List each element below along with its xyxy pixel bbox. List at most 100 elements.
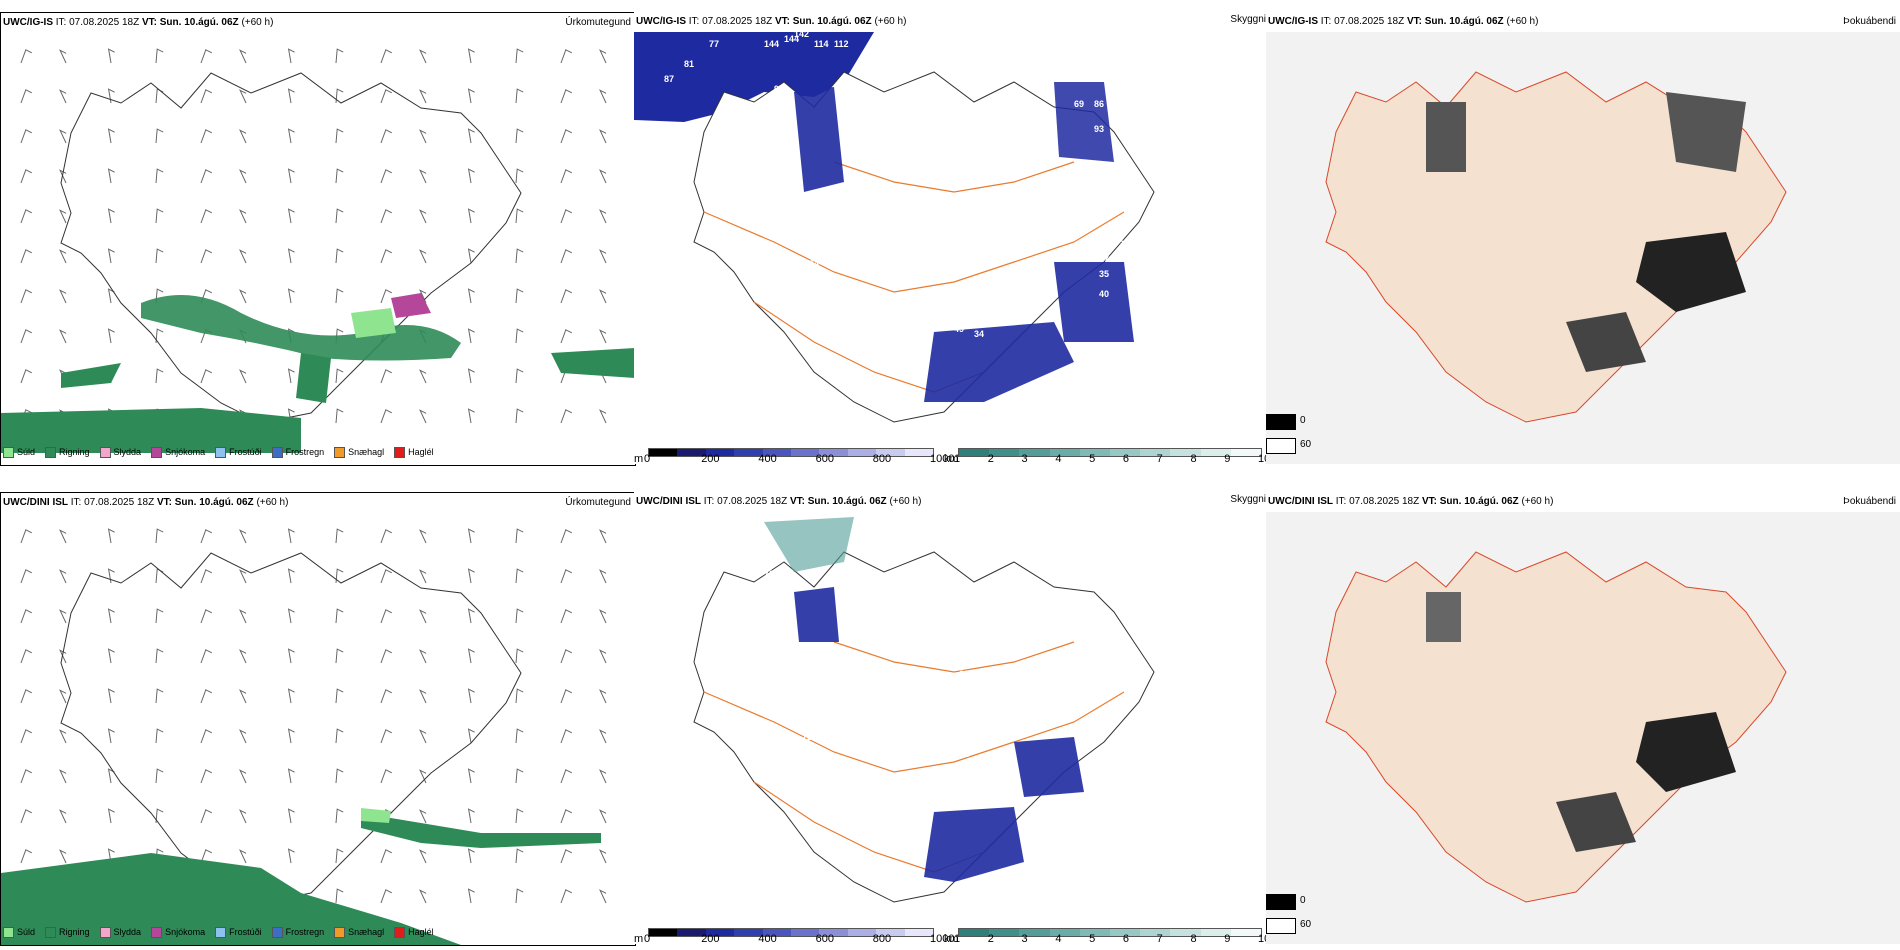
vis-value-label: 112 [834, 39, 849, 49]
fog-legend: 0 60 [1266, 412, 1326, 462]
wind-barb [20, 569, 33, 584]
lead-time: (+60 h) [874, 16, 907, 27]
wind-barb [599, 289, 607, 304]
wind-barb [467, 728, 475, 744]
scale-tick-label: 7 [1156, 453, 1163, 464]
wind-barb [560, 609, 573, 624]
drizzle-area [361, 808, 391, 823]
wind-barb [20, 609, 33, 624]
rain-area-bottom [1, 408, 301, 453]
bottom-right-fog-panel: UWC/DINI ISL IT: 07.08.2025 18Z VT: Sun.… [1266, 492, 1900, 944]
lead-time: (+60 h) [1506, 16, 1539, 27]
scale-tick-label: 5 [1089, 453, 1096, 464]
vt-label: VT: [789, 496, 805, 507]
fog-dark-area [1636, 232, 1746, 312]
scale-swatch [1049, 449, 1080, 456]
wind-barb [380, 209, 393, 224]
wind-barb [560, 569, 573, 584]
wind-barb [515, 608, 524, 624]
wind-barb [419, 889, 427, 904]
wind-barb [59, 689, 67, 704]
wind-barb [287, 808, 295, 824]
wind-barb [467, 208, 475, 224]
wind-barb [335, 48, 344, 64]
vis-value-label: 96 [774, 84, 784, 94]
vis-value-label: 43 [954, 309, 964, 319]
vis-area-s [924, 807, 1024, 882]
rain-area-bottom [1, 853, 461, 945]
rain-area-s [296, 353, 331, 403]
fog-legend: 0 60 [1266, 892, 1326, 942]
wind-barb [200, 809, 213, 824]
vis-value-label: 52 [844, 239, 854, 249]
wind-barb [515, 808, 524, 824]
vis-value-label: 144 [784, 34, 799, 44]
wind-barb [515, 408, 524, 424]
wind-barb [59, 169, 67, 184]
wind-barb [287, 368, 295, 384]
wind-barb [335, 368, 344, 384]
scale-swatch [876, 929, 905, 936]
vis-value-label: 63 [844, 214, 854, 224]
wind-barb [335, 648, 344, 664]
wind-barb [335, 88, 344, 104]
wind-barb [239, 609, 247, 624]
wind-barb [155, 808, 164, 824]
ptype-label: Frostúði [229, 447, 262, 457]
wind-barb [20, 649, 33, 664]
ptype-swatch [334, 447, 346, 459]
scale-swatch [1170, 449, 1201, 456]
scale-tick-label: 800 [872, 453, 892, 464]
field-name: Þokuábendi [1843, 16, 1896, 27]
vis-value-label: 40 [1099, 289, 1109, 299]
scale-tick-label: 1 [954, 453, 961, 464]
vis-area-s [924, 322, 1074, 402]
init-time: 07.08.2025 18Z [702, 16, 773, 27]
ptype-label: Haglél [408, 447, 434, 457]
wind-barb [419, 689, 427, 704]
valid-time: Sun. 10.ágú. 06Z [1439, 496, 1519, 507]
wind-barb [59, 569, 67, 584]
wind-barb [335, 208, 344, 224]
wind-barb [20, 729, 33, 744]
vt-label: VT: [156, 497, 172, 508]
vis-value-label: 54 [809, 259, 819, 269]
scale-tick-label: 5 [1089, 933, 1096, 944]
vis-value-label: 81 [684, 59, 694, 69]
wind-barb [599, 569, 607, 584]
wind-barb [380, 409, 393, 424]
wind-barb [380, 849, 393, 864]
wind-barb [380, 889, 393, 904]
wind-barb [287, 648, 295, 664]
field-name: Skyggni [1230, 494, 1266, 505]
ptype-swatch [394, 447, 406, 459]
scale-tick-label: 0 [644, 453, 651, 464]
scale-swatch [677, 449, 706, 456]
wind-barb [380, 689, 393, 704]
ptype-label: Slydda [113, 447, 142, 457]
ptype-label: Slydda [113, 927, 142, 937]
scale-unit: km [944, 453, 959, 464]
ptype-legend-item: Snjókoma [151, 447, 206, 459]
wind-barb [20, 689, 33, 704]
wind-barb [515, 128, 524, 144]
wind-barb [515, 728, 524, 744]
wind-barb [515, 328, 524, 344]
vis-value-label: 61 [784, 99, 794, 109]
wind-barb [560, 649, 573, 664]
wind-barb [515, 208, 524, 224]
wind-barb [599, 609, 607, 624]
ptype-label: Frostregn [285, 927, 325, 937]
fog-dark-area [1426, 102, 1466, 172]
wind-barb [335, 408, 344, 424]
wind-barb [107, 48, 115, 64]
ptype-label: Snjókoma [165, 447, 206, 457]
vis-value-label: 35 [1099, 269, 1109, 279]
wind-barb [287, 48, 295, 64]
ptype-label: Snæhagl [348, 927, 385, 937]
wind-barb [380, 169, 393, 184]
vis-area-e [1014, 737, 1084, 797]
scale-swatch [1079, 449, 1111, 456]
wind-barb [239, 689, 247, 704]
vis-value-label: 93 [1094, 124, 1104, 134]
